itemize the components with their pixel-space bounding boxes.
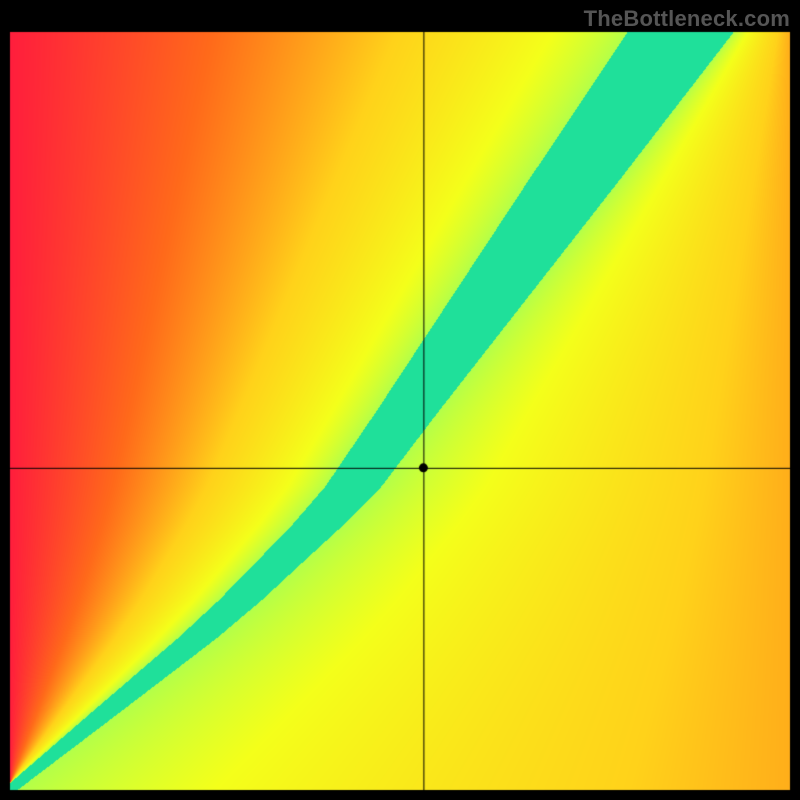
heatmap-canvas xyxy=(0,0,800,800)
watermark-text: TheBottleneck.com xyxy=(584,6,790,32)
